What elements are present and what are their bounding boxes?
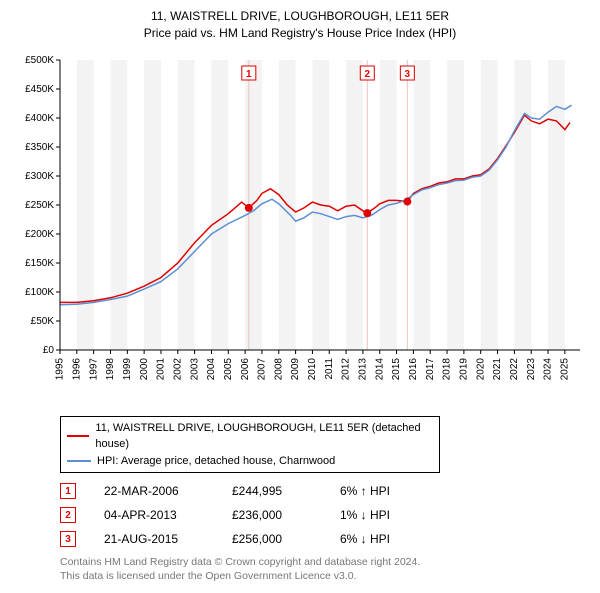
chart-svg: £0 £50K £100K £150K £200K £250K £300K £350K £400… bbox=[10, 50, 590, 410]
legend: 11, WAISTRELL DRIVE, LOUGHBOROUGH, LE11 … bbox=[60, 416, 440, 474]
sale-date: 04-APR-2013 bbox=[104, 508, 204, 522]
svg-text:£500K: £500K bbox=[25, 55, 54, 66]
svg-text:1999: 1999 bbox=[122, 357, 133, 380]
legend-row: HPI: Average price, detached house, Char… bbox=[67, 453, 433, 470]
legend-label: HPI: Average price, detached house, Char… bbox=[97, 453, 335, 470]
chart: £0 £50K £100K £150K £200K £250K £300K £350K £400… bbox=[10, 50, 590, 410]
footnote: Contains HM Land Registry data © Crown c… bbox=[60, 555, 560, 583]
svg-text:1995: 1995 bbox=[55, 357, 66, 380]
svg-text:2008: 2008 bbox=[273, 357, 284, 380]
svg-text:2006: 2006 bbox=[240, 357, 251, 380]
sales-table: 1 22-MAR-2006 £244,995 6% ↑ HPI 2 04-APR… bbox=[60, 483, 590, 547]
svg-text:£400K: £400K bbox=[25, 113, 54, 124]
sale-price: £236,000 bbox=[232, 508, 312, 522]
footnote-line: This data is licensed under the Open Gov… bbox=[60, 569, 560, 583]
svg-text:2: 2 bbox=[365, 69, 371, 80]
sale-price: £244,995 bbox=[232, 484, 312, 498]
svg-text:2014: 2014 bbox=[374, 357, 385, 380]
legend-row: 11, WAISTRELL DRIVE, LOUGHBOROUGH, LE11 … bbox=[67, 420, 433, 453]
svg-text:£100K: £100K bbox=[25, 287, 54, 298]
sale-diff: 6% ↑ HPI bbox=[340, 484, 430, 498]
svg-text:2021: 2021 bbox=[492, 357, 503, 380]
legend-label: 11, WAISTRELL DRIVE, LOUGHBOROUGH, LE11 … bbox=[95, 420, 433, 453]
legend-swatch-2 bbox=[67, 460, 91, 462]
legend-swatch-1 bbox=[67, 435, 89, 437]
sale-marker-box: 3 bbox=[60, 531, 76, 547]
svg-text:1997: 1997 bbox=[88, 357, 99, 380]
title-line-2: Price paid vs. HM Land Registry's House … bbox=[10, 25, 590, 42]
footnote-line: Contains HM Land Registry data © Crown c… bbox=[60, 555, 560, 569]
sale-date: 22-MAR-2006 bbox=[104, 484, 204, 498]
svg-text:2023: 2023 bbox=[526, 357, 537, 380]
chart-container: 11, WAISTRELL DRIVE, LOUGHBOROUGH, LE11 … bbox=[0, 0, 600, 593]
svg-text:1: 1 bbox=[246, 69, 252, 80]
title-block: 11, WAISTRELL DRIVE, LOUGHBOROUGH, LE11 … bbox=[10, 8, 590, 42]
svg-text:£250K: £250K bbox=[25, 200, 54, 211]
svg-text:2010: 2010 bbox=[307, 357, 318, 380]
svg-text:2007: 2007 bbox=[257, 357, 268, 380]
svg-text:2003: 2003 bbox=[189, 357, 200, 380]
svg-text:2004: 2004 bbox=[206, 357, 217, 380]
svg-text:£300K: £300K bbox=[25, 171, 54, 182]
title-line-1: 11, WAISTRELL DRIVE, LOUGHBOROUGH, LE11 … bbox=[10, 8, 590, 25]
sale-marker-box: 2 bbox=[60, 507, 76, 523]
svg-text:2013: 2013 bbox=[358, 357, 369, 380]
table-row: 3 21-AUG-2015 £256,000 6% ↓ HPI bbox=[60, 531, 590, 547]
sale-date: 21-AUG-2015 bbox=[104, 532, 204, 546]
svg-text:£200K: £200K bbox=[25, 229, 54, 240]
table-row: 1 22-MAR-2006 £244,995 6% ↑ HPI bbox=[60, 483, 590, 499]
svg-text:2020: 2020 bbox=[475, 357, 486, 380]
svg-text:£0: £0 bbox=[43, 345, 55, 356]
svg-text:2022: 2022 bbox=[509, 357, 520, 380]
table-row: 2 04-APR-2013 £236,000 1% ↓ HPI bbox=[60, 507, 590, 523]
svg-text:2018: 2018 bbox=[442, 357, 453, 380]
svg-text:3: 3 bbox=[405, 69, 411, 80]
svg-text:2002: 2002 bbox=[172, 357, 183, 380]
svg-text:2025: 2025 bbox=[559, 357, 570, 380]
svg-text:2005: 2005 bbox=[223, 357, 234, 380]
sale-marker-box: 1 bbox=[60, 483, 76, 499]
svg-text:2024: 2024 bbox=[543, 357, 554, 380]
svg-text:£50K: £50K bbox=[31, 316, 55, 327]
svg-text:2016: 2016 bbox=[408, 357, 419, 380]
svg-text:1998: 1998 bbox=[105, 357, 116, 380]
sale-diff: 6% ↓ HPI bbox=[340, 532, 430, 546]
sale-price: £256,000 bbox=[232, 532, 312, 546]
svg-text:2009: 2009 bbox=[290, 357, 301, 380]
svg-text:2015: 2015 bbox=[391, 357, 402, 380]
svg-text:£450K: £450K bbox=[25, 84, 54, 95]
svg-text:2017: 2017 bbox=[425, 357, 436, 380]
svg-text:2001: 2001 bbox=[156, 357, 167, 380]
svg-text:2011: 2011 bbox=[324, 357, 335, 379]
svg-text:2019: 2019 bbox=[459, 357, 470, 380]
svg-text:£350K: £350K bbox=[25, 142, 54, 153]
svg-text:£150K: £150K bbox=[25, 258, 54, 269]
svg-text:2000: 2000 bbox=[139, 357, 150, 380]
sale-diff: 1% ↓ HPI bbox=[340, 508, 430, 522]
svg-text:2012: 2012 bbox=[341, 357, 352, 380]
svg-text:1996: 1996 bbox=[71, 357, 82, 380]
